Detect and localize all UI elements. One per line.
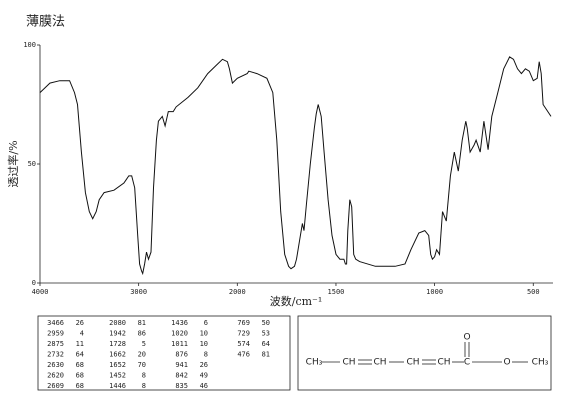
peak-transmittance: 26 xyxy=(76,319,84,327)
peak-wavenumber: 1446 xyxy=(109,382,126,390)
structure-group: CH xyxy=(342,358,355,368)
peak-transmittance: 8 xyxy=(204,351,208,359)
structure-group: C xyxy=(464,358,470,368)
x-tick-label: 4000 xyxy=(32,288,49,296)
peak-wavenumber: 2630 xyxy=(47,361,64,369)
peak-wavenumber: 1436 xyxy=(171,319,188,327)
peak-wavenumber: 1652 xyxy=(109,361,126,369)
peak-wavenumber: 1011 xyxy=(171,340,188,348)
peak-wavenumber: 2959 xyxy=(47,330,64,338)
peak-transmittance: 11 xyxy=(76,340,84,348)
carbonyl-oxygen: O xyxy=(463,333,470,343)
peak-wavenumber: 769 xyxy=(237,319,250,327)
peak-wavenumber: 1020 xyxy=(171,330,188,338)
spectrum-line xyxy=(39,56,552,276)
peak-transmittance: 49 xyxy=(200,372,208,380)
peak-transmittance: 64 xyxy=(76,351,84,359)
peak-wavenumber: 729 xyxy=(237,330,250,338)
peak-transmittance: 64 xyxy=(262,340,270,348)
peak-wavenumber: 1728 xyxy=(109,340,126,348)
peak-wavenumber: 1942 xyxy=(109,330,126,338)
x-tick-label: 3000 xyxy=(130,288,147,296)
y-tick-label: 0 xyxy=(32,279,36,287)
peak-wavenumber: 3466 xyxy=(47,319,64,327)
peak-wavenumber: 2080 xyxy=(109,319,126,327)
peak-table-frame xyxy=(37,315,291,391)
peak-wavenumber: 2732 xyxy=(47,351,64,359)
y-tick-label: 100 xyxy=(23,41,36,49)
peak-transmittance: 68 xyxy=(76,382,84,390)
peak-transmittance: 46 xyxy=(200,382,208,390)
structure-frame xyxy=(297,315,552,391)
x-tick-label: 500 xyxy=(527,288,540,296)
x-tick-label: 2000 xyxy=(229,288,246,296)
peak-transmittance: 5 xyxy=(142,340,146,348)
structure-group: CH₃ xyxy=(532,358,549,368)
peak-transmittance: 10 xyxy=(200,340,208,348)
peak-wavenumber: 476 xyxy=(237,351,250,359)
peak-transmittance: 68 xyxy=(76,372,84,380)
peak-transmittance: 6 xyxy=(204,319,208,327)
peak-transmittance: 53 xyxy=(262,330,270,338)
structure-group: CH xyxy=(406,358,419,368)
peak-wavenumber: 574 xyxy=(237,340,250,348)
peak-transmittance: 50 xyxy=(262,319,270,327)
structure-group: CH₃ xyxy=(306,358,323,368)
peak-wavenumber: 835 xyxy=(175,382,188,390)
peak-wavenumber: 2609 xyxy=(47,382,64,390)
x-axis-label: 波数/cm⁻¹ xyxy=(270,295,323,308)
peak-transmittance: 8 xyxy=(142,382,146,390)
peak-transmittance: 8 xyxy=(142,372,146,380)
peak-wavenumber: 2875 xyxy=(47,340,64,348)
peak-transmittance: 68 xyxy=(76,361,84,369)
chart-title: 薄膜法 xyxy=(26,15,65,30)
peak-transmittance: 86 xyxy=(138,330,146,338)
peak-transmittance: 10 xyxy=(200,330,208,338)
peak-wavenumber: 1452 xyxy=(109,372,126,380)
peak-transmittance: 4 xyxy=(80,330,84,338)
bonds xyxy=(322,342,528,365)
x-tick-label: 1500 xyxy=(328,288,345,296)
y-axis-label: 透过率/% xyxy=(6,140,20,187)
structure-group: O xyxy=(503,358,510,368)
structure-group: CH xyxy=(437,358,450,368)
peak-wavenumber: 941 xyxy=(175,361,188,369)
peak-wavenumber: 876 xyxy=(175,351,188,359)
peak-wavenumber: 1662 xyxy=(109,351,126,359)
y-tick-label: 50 xyxy=(28,160,36,168)
peak-transmittance: 70 xyxy=(138,361,146,369)
peak-wavenumber: 2620 xyxy=(47,372,64,380)
peak-transmittance: 81 xyxy=(262,351,270,359)
peak-transmittance: 81 xyxy=(138,319,146,327)
peak-transmittance: 20 xyxy=(138,351,146,359)
peak-transmittance: 26 xyxy=(200,361,208,369)
x-tick-label: 1000 xyxy=(426,288,443,296)
peak-wavenumber: 842 xyxy=(175,372,188,380)
structure-group: CH xyxy=(373,358,386,368)
